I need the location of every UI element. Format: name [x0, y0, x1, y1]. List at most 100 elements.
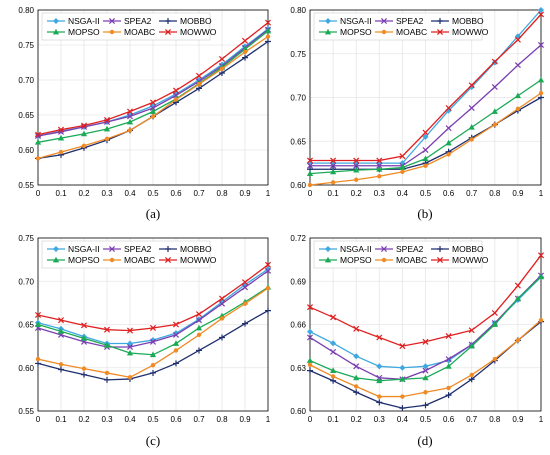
- legend-label-moabc: MOABC: [124, 255, 155, 265]
- legend-marker-mopso: [324, 256, 332, 263]
- legend-box: [313, 12, 483, 41]
- x-tick-label: 0.9: [512, 189, 524, 198]
- data-point-mopso: [57, 328, 65, 334]
- x-tick-label: 0.3: [101, 189, 113, 198]
- data-point-spea2: [376, 162, 383, 169]
- data-point-moabc: [400, 394, 405, 399]
- data-point-mopso: [34, 321, 42, 327]
- data-point-moabc: [330, 374, 336, 379]
- data-point-moabc: [377, 394, 382, 399]
- x-tick-label: 0.6: [443, 189, 455, 198]
- x-tick-label: 0.1: [55, 189, 67, 198]
- data-point-mowwo: [445, 333, 452, 340]
- legend-label-nsga-ii: NSGA-II: [68, 244, 100, 254]
- legend-marker-nsga-ii: [324, 17, 332, 25]
- data-point-spea2: [537, 41, 545, 49]
- x-tick-label: 0.5: [147, 189, 159, 198]
- data-point-mowwo: [491, 309, 498, 316]
- y-tick-label: 0.65: [18, 111, 34, 120]
- data-point-moabc: [242, 49, 248, 55]
- x-tick-label: 0.8: [216, 415, 228, 424]
- legend-label-nsga-ii: NSGA-II: [340, 244, 372, 254]
- data-point-spea2: [353, 363, 360, 370]
- data-point-moabc: [265, 34, 271, 39]
- data-point-mowwo: [172, 321, 180, 328]
- data-point-nsga-ii: [172, 330, 180, 337]
- data-point-spea2: [468, 104, 475, 112]
- x-tick-label: 0: [36, 415, 41, 424]
- data-point-mopso: [514, 295, 522, 301]
- legend-label-mopso: MOPSO: [340, 255, 372, 265]
- legend-label-mopso: MOPSO: [340, 27, 372, 37]
- data-point-moabc: [35, 156, 41, 161]
- data-point-mobbo: [353, 389, 360, 396]
- x-tick-label: 0.5: [420, 415, 432, 424]
- data-point-mowwo: [57, 317, 65, 324]
- data-point-mopso: [514, 92, 522, 99]
- data-point-nsga-ii: [330, 340, 337, 347]
- data-point-mowwo: [264, 261, 272, 268]
- data-point-moabc: [538, 317, 544, 323]
- y-tick-label: 0.60: [290, 181, 306, 190]
- data-point-mowwo: [264, 19, 272, 26]
- data-point-mowwo: [537, 11, 545, 18]
- data-point-moabc: [469, 372, 474, 378]
- data-point-spea2: [306, 334, 314, 341]
- data-point-mopso: [80, 335, 88, 341]
- data-point-mopso: [103, 125, 111, 132]
- data-point-moabc: [150, 362, 156, 368]
- data-point-mopso: [376, 166, 383, 172]
- y-tick-label: 0.70: [18, 76, 34, 85]
- legend-marker-mopso: [52, 256, 60, 263]
- data-point-spea2: [264, 267, 272, 274]
- data-point-moabc: [492, 122, 497, 127]
- data-point-mopso: [126, 118, 134, 125]
- data-point-mowwo: [80, 322, 88, 329]
- data-point-moabc: [242, 301, 248, 306]
- x-tick-label: 0.2: [351, 415, 363, 424]
- data-point-moabc: [173, 348, 179, 353]
- data-point-spea2: [514, 62, 521, 69]
- x-tick-label: 0.3: [374, 415, 386, 424]
- data-point-mowwo: [126, 327, 134, 334]
- panel-caption: (d): [417, 433, 432, 448]
- data-point-mobbo: [35, 360, 41, 367]
- data-point-mobbo: [468, 376, 475, 383]
- legend-marker-moabc: [109, 29, 115, 35]
- x-tick-label: 1: [266, 415, 271, 424]
- legend-label-mowwo: MOWWO: [180, 255, 217, 265]
- y-tick-label: 0.75: [18, 41, 34, 50]
- y-tick-label: 0.55: [18, 407, 34, 416]
- y-tick-label: 0.70: [290, 94, 306, 103]
- legend-label-spea2: SPEA2: [124, 244, 152, 254]
- y-tick-label: 0.65: [18, 321, 34, 330]
- panel-caption: (b): [417, 206, 432, 221]
- data-point-spea2: [126, 343, 134, 351]
- x-tick-label: 0.6: [170, 189, 182, 198]
- data-point-mowwo: [376, 334, 383, 341]
- legend-marker-mopso: [324, 28, 332, 35]
- chart-panel-3: 0 0.1 0.2 0.3 0.4 0.5 0.6 0.7 0.8 0.9 1 0.55 0.60 0.6…: [18, 234, 272, 448]
- y-tick-label: 0.75: [290, 50, 306, 59]
- legend-marker-mopso: [52, 28, 60, 35]
- y-tick-label: 0.60: [18, 364, 34, 373]
- x-tick-label: 1: [266, 189, 271, 198]
- legend-label-mobbo: MOBBO: [180, 244, 212, 254]
- data-point-mowwo: [149, 324, 157, 331]
- legend-label-nsga-ii: NSGA-II: [68, 16, 100, 26]
- legend-box: [41, 12, 211, 41]
- data-point-mopso: [195, 324, 203, 331]
- data-point-mobbo: [376, 399, 383, 406]
- data-point-moabc: [354, 384, 359, 389]
- x-tick-label: 0.4: [124, 415, 136, 424]
- x-tick-label: 0.8: [489, 415, 501, 424]
- legend-marker-nsga-ii: [52, 17, 60, 25]
- data-point-moabc: [58, 149, 64, 155]
- legend-marker-mobbo: [165, 246, 171, 252]
- data-point-mowwo: [103, 326, 111, 333]
- data-point-mopso: [126, 349, 134, 356]
- data-point-moabc: [219, 66, 225, 72]
- data-point-mowwo: [491, 58, 498, 65]
- data-point-mowwo: [80, 122, 88, 129]
- data-point-mowwo: [306, 157, 314, 164]
